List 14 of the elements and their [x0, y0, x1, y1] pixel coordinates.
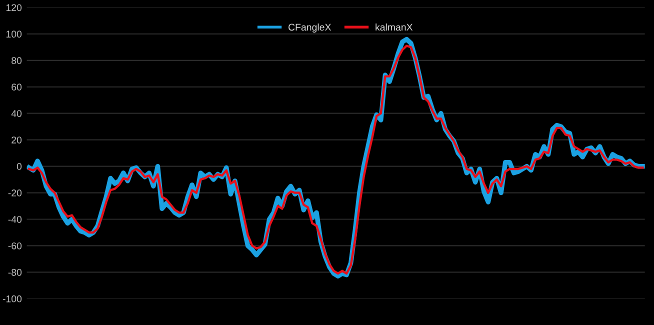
legend-label: CFangleX: [288, 24, 332, 33]
y-tick-label: -100: [2, 295, 22, 302]
y-tick-label: -40: [8, 216, 22, 223]
y-tick-label: 20: [12, 136, 22, 144]
y-tick-label: 100: [6, 30, 22, 38]
y-tick-label: 60: [12, 84, 22, 91]
y-tick-label: -80: [8, 268, 22, 276]
legend-label: kalmanX: [376, 24, 413, 31]
y-tick-label: 0: [16, 163, 22, 170]
y-tick-label: 120: [6, 4, 22, 12]
y-tick-label: -60: [8, 242, 22, 250]
y-tick-label: 80: [12, 57, 22, 64]
y-tick-label: 40: [11, 110, 22, 117]
y-tick-label: -20: [8, 190, 22, 196]
